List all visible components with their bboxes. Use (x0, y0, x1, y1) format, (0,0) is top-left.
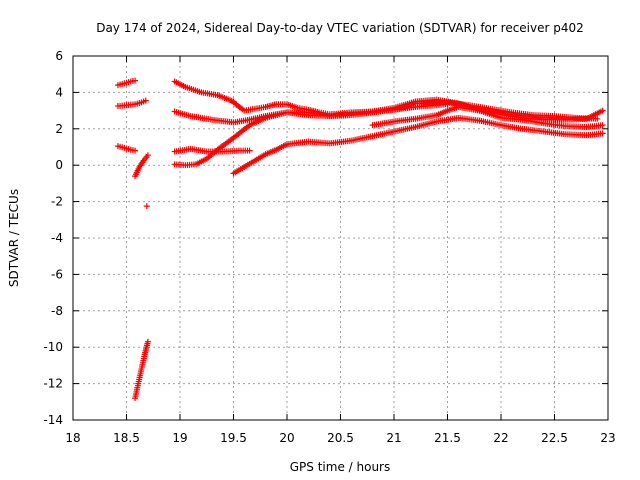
x-tick-label: 21.5 (434, 431, 461, 445)
y-axis-label: SDTVAR / TECUs (7, 189, 21, 287)
x-tick-label: 21 (386, 431, 401, 445)
data-point (594, 115, 601, 122)
x-tick-label: 22 (493, 431, 508, 445)
y-tick-label: -4 (51, 231, 63, 245)
series-track-g (171, 78, 237, 105)
y-tick-label: -10 (43, 340, 63, 354)
data-point (144, 338, 151, 345)
data-point (142, 97, 149, 104)
data-point (144, 152, 151, 159)
x-tick-label: 18.5 (113, 431, 140, 445)
series-track-e (143, 203, 150, 210)
y-tick-label: 2 (55, 122, 63, 136)
x-tick-label: 19 (172, 431, 187, 445)
series-track-k (230, 114, 606, 177)
series-track-c (114, 143, 139, 154)
series-track-f (132, 338, 151, 402)
y-tick-label: 6 (55, 49, 63, 63)
data-point (599, 130, 606, 137)
x-tick-label: 20.5 (327, 431, 354, 445)
y-tick-label: -6 (51, 267, 63, 281)
data-point (143, 203, 150, 210)
x-tick-label: 19.5 (220, 431, 247, 445)
data-point (132, 77, 139, 84)
x-tick-label: 18 (65, 431, 80, 445)
axis-ticks (72, 55, 609, 421)
y-tick-label: -8 (51, 304, 63, 318)
series-track-l (230, 99, 451, 118)
series-track-m (369, 103, 606, 129)
series-track-d (132, 152, 151, 180)
data-point (132, 147, 139, 154)
y-tick-label: -12 (43, 377, 63, 391)
series-track-b (114, 97, 149, 110)
y-tick-label: -2 (51, 195, 63, 209)
y-tick-label: 4 (55, 85, 63, 99)
data-point (246, 147, 253, 154)
data-point (599, 122, 606, 129)
x-tick-label: 23 (600, 431, 615, 445)
data-points (114, 77, 606, 402)
data-point (599, 107, 606, 114)
x-axis-label: GPS time / hours (290, 460, 391, 474)
y-tick-label: 0 (55, 158, 63, 172)
y-tick-label: -14 (43, 413, 63, 427)
x-tick-label: 20 (279, 431, 294, 445)
series-track-a (114, 77, 139, 89)
x-tick-label: 22.5 (541, 431, 568, 445)
chart-title: Day 174 of 2024, Sidereal Day-to-day VTE… (96, 21, 584, 35)
data-point (444, 101, 451, 108)
